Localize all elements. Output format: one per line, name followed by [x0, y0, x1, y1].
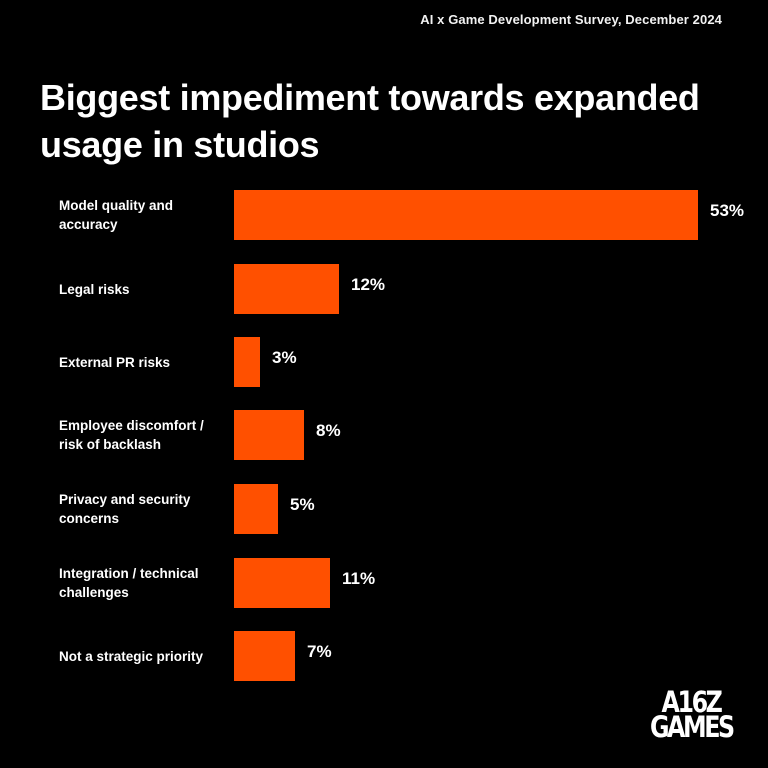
- bar-row: Model quality and accuracy 53%: [0, 190, 768, 240]
- bar: [234, 264, 339, 314]
- a16z-games-logo: A16Z GAMES: [650, 685, 735, 744]
- chart-title: Biggest impediment towards expanded usag…: [40, 77, 700, 165]
- value-label: 5%: [290, 495, 315, 514]
- value-label: 7%: [307, 642, 332, 661]
- value-label: 8%: [316, 421, 341, 440]
- bar-row: Not a strategic priority 7%: [0, 631, 768, 681]
- bar: [234, 410, 304, 460]
- bar-row: Privacy and security concerns 5%: [0, 484, 768, 534]
- bar-row: Employee discomfort / risk of backlash 8…: [0, 410, 768, 460]
- logo-line-1: A16Z: [661, 685, 723, 719]
- bar: [234, 190, 698, 240]
- bar: [234, 631, 295, 681]
- category-label: Employee discomfort / risk of backlash: [59, 418, 204, 452]
- category-label: Legal risks: [59, 281, 130, 297]
- category-label: Not a strategic priority: [59, 648, 204, 664]
- category-label: External PR risks: [59, 354, 171, 370]
- bar: [234, 484, 278, 534]
- logo-line-2: GAMES: [650, 710, 735, 744]
- value-label: 12%: [351, 275, 386, 294]
- survey-source-label: AI x Game Development Survey, December 2…: [420, 12, 722, 27]
- value-label: 11%: [342, 569, 376, 588]
- bar: [234, 337, 260, 387]
- category-label: Integration / technical challenges: [59, 566, 199, 600]
- category-label: Privacy and security concerns: [59, 492, 191, 526]
- bar-row: Legal risks 12%: [0, 264, 768, 314]
- value-label: 3%: [272, 348, 297, 367]
- bar-row: Integration / technical challenges 11%: [0, 558, 768, 608]
- bar-row: External PR risks 3%: [0, 337, 768, 387]
- category-label: Model quality and accuracy: [59, 198, 174, 232]
- value-label: 53%: [710, 201, 745, 220]
- bar: [234, 558, 330, 608]
